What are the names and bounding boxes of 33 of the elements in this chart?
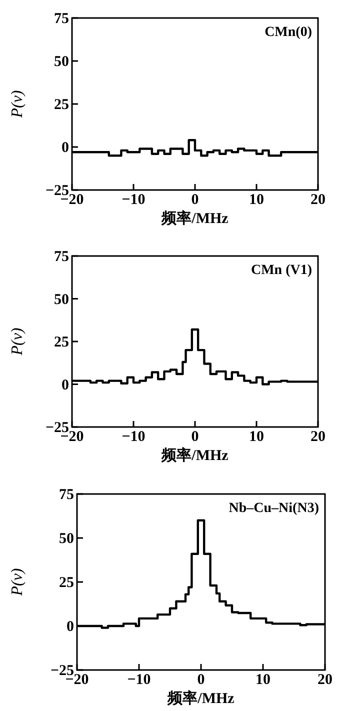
x-tick-label: −10 (122, 192, 146, 208)
y-axis-title: P(ν) (9, 90, 26, 119)
y-tick-label: 50 (54, 292, 69, 308)
y-tick-label: 75 (59, 487, 74, 503)
x-tick-label: −10 (122, 429, 146, 445)
x-tick-label: 10 (256, 672, 270, 688)
y-tick-label: 0 (62, 377, 69, 394)
x-tick-label: 20 (310, 192, 326, 208)
y-tick-label: 50 (54, 54, 69, 70)
text: CMn(0) (264, 25, 312, 40)
y-tick-label: 75 (54, 249, 69, 265)
x-tick-label: −10 (127, 672, 151, 688)
y-tick-label: 0 (66, 619, 74, 635)
x-axis-title: 频率/MHz (160, 446, 229, 464)
y-tick-label: 25 (59, 575, 74, 591)
y-tick-label: 50 (59, 531, 74, 547)
x-tick-label: 10 (249, 429, 264, 445)
x-tick-label: 10 (249, 192, 264, 208)
y-tick-label: 25 (54, 334, 69, 350)
y-tick-label: 75 (54, 11, 69, 27)
y-tick-label: 0 (62, 140, 69, 156)
y-axis-title: P(ν) (9, 328, 26, 356)
x-axis-title: 频率/MHz (160, 209, 229, 227)
x-tick-label: 0 (191, 429, 199, 445)
text: CMn (V1) (250, 263, 312, 278)
x-tick-label: 0 (197, 672, 205, 688)
x-tick-label: 20 (318, 672, 332, 688)
y-axis-title: P(ν) (9, 568, 26, 597)
x-axis-title: 频率/MHz (166, 689, 235, 707)
x-tick-label: 0 (191, 192, 199, 208)
x-tick-label: 20 (310, 429, 326, 445)
y-tick-label: 25 (54, 97, 69, 113)
text: Nb–Cu–Ni(N3) (228, 501, 320, 516)
